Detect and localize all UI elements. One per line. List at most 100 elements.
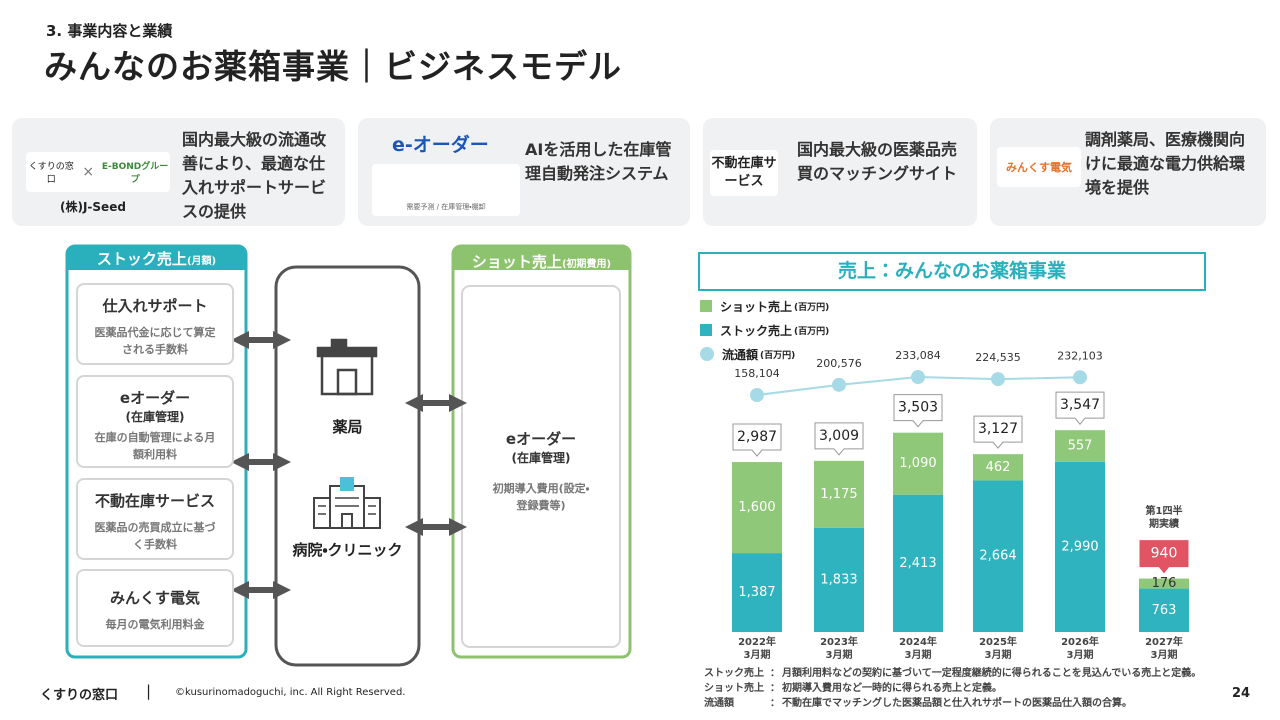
- card: みんくす電気 調剤薬局、医療機関向けに最適な電力供給環境を提供: [990, 118, 1266, 226]
- stock-title: ストック売上(月額): [67, 248, 246, 269]
- item-desc: 医薬品代金に応じて算定される手数料: [94, 326, 216, 356]
- x-tick-label: 2027年3月期: [1145, 637, 1183, 661]
- bar-value-label: 2,664: [979, 549, 1016, 564]
- logo: みんくす電気: [997, 147, 1081, 187]
- slide-title: みんなのお薬箱事業｜ビジネスモデル: [44, 47, 622, 86]
- logo-text: ×: [82, 164, 95, 180]
- item-sub: (在庫管理): [511, 451, 571, 465]
- line-value-label: 224,535: [975, 351, 1021, 364]
- x-tick-label: 2023年3月期: [820, 637, 858, 661]
- line-value-label: 158,104: [734, 367, 780, 380]
- item-desc: 在庫の自動管理による月額利用料: [94, 431, 216, 461]
- bar: [973, 454, 1023, 481]
- bar: [1139, 588, 1189, 632]
- total-callout: [814, 422, 864, 456]
- card: e-オーダー 需要予測 / 在庫管理・棚卸 AIを活用した在庫管理自動発注システ…: [358, 118, 690, 226]
- footnote: 流通額 ：不動在庫でマッチングした医薬品額と仕入れサポートの医薬品仕入額の合算。: [704, 694, 1201, 709]
- stock-title-text: ストック売上: [96, 250, 187, 268]
- bar: [732, 462, 782, 554]
- item-desc: 毎月の電気利用料金: [105, 618, 205, 631]
- bar-value-label: 462: [986, 460, 1011, 475]
- line-value-label: 200,576: [816, 357, 862, 370]
- footnote-label: ストック売上: [704, 668, 764, 679]
- card-text: 調剤薬局、医療機関向けに最適な電力供給環境を提供: [1085, 130, 1246, 197]
- footnote: ストック売上 ：月額利用料などの契約に基づいて一定程度継続的に得られることを見込ん…: [704, 664, 1201, 679]
- total-callout: [973, 415, 1023, 449]
- item-name: eオーダー: [119, 389, 191, 407]
- total-callout: [732, 423, 782, 457]
- shot-item: [461, 285, 621, 648]
- legend-item: ストック売上 (百万円): [700, 318, 829, 342]
- line-point: [991, 372, 1005, 387]
- stock-item: みんくす電気 毎月の電気利用料金: [76, 569, 234, 647]
- page-number: 24: [1232, 686, 1251, 701]
- section-label: 3. 事業内容と業績: [46, 22, 173, 40]
- bar-value-label: 557: [1068, 439, 1093, 454]
- footnote-label: 流通額: [704, 698, 734, 709]
- total-label: 2,987: [737, 429, 777, 445]
- footnote-text: 月額利用料などの契約に基づいて一定程度継続的に得られることを見込んでいる売上と定…: [782, 668, 1202, 679]
- item-name: みんくす電気: [109, 589, 200, 607]
- bar: [814, 527, 864, 632]
- logo: くすりの窓口 × E-BONDグループ: [26, 152, 170, 192]
- bar-value-label: 2,413: [899, 556, 936, 571]
- legend-swatch: [700, 347, 714, 361]
- legend-swatch: [700, 300, 712, 312]
- total-callout: [893, 394, 943, 428]
- bar-value-label: 176: [1152, 576, 1177, 591]
- line-point: [911, 370, 925, 385]
- legend-label: ストック売上: [720, 323, 793, 338]
- bar: [893, 494, 943, 632]
- legend-label: 流通額: [722, 347, 759, 362]
- footnotes: ストック売上 ：月額利用料などの契約に基づいて一定程度継続的に得られることを見込ん…: [704, 664, 1201, 709]
- card: くすりの窓口 × E-BONDグループ (株)J-Seed 国内最大級の流通改善…: [12, 118, 345, 226]
- card-text: AIを活用した在庫管理自動発注システム: [525, 140, 672, 183]
- line-value-label: 233,084: [895, 349, 941, 362]
- legend-unit: (百万円): [760, 350, 796, 361]
- x-tick-label: 2022年3月期: [738, 637, 776, 661]
- bar-value-label: 763: [1152, 603, 1177, 618]
- legend-unit: (百万円): [794, 326, 830, 337]
- total-callout: [1055, 391, 1105, 425]
- footnote-text: 初期導入費用など一時的に得られる売上と定義。: [782, 683, 1002, 694]
- total-label: 3,547: [1060, 397, 1100, 413]
- logo-caption: (株)J-Seed: [60, 200, 126, 214]
- arrows: [231, 331, 467, 599]
- card: 不動在庫サービス 国内最大級の医薬品売買のマッチングサイト: [703, 118, 977, 226]
- shot-title-note: (初期費用): [561, 259, 612, 270]
- bar-value-label: 1,175: [820, 487, 857, 502]
- logo-text: E-BONDグループ: [101, 162, 169, 185]
- screenshot: 需要予測 / 在庫管理・棚卸: [372, 164, 520, 216]
- bar: [814, 460, 864, 528]
- bar: [893, 432, 943, 495]
- legend-unit: (百万円): [794, 302, 830, 313]
- x-tick-label: 2026年3月期: [1061, 637, 1099, 661]
- legend: ショット売上 (百万円) ストック売上 (百万円) 流通額 (百万円): [700, 294, 829, 366]
- stock-item: 不動在庫サービス 医薬品の売買成立に基づく手数料: [76, 478, 234, 560]
- stock-title-note: (月額): [186, 256, 217, 267]
- line-point: [1073, 370, 1087, 385]
- annotation: 第1四半期実績: [1145, 506, 1183, 530]
- chart-title: 売上：みんなのお薬箱事業: [698, 252, 1206, 291]
- logo-text: 不動在庫サービス: [711, 156, 777, 189]
- legend-label: ショット売上: [720, 299, 793, 314]
- x-tick-label: 2024年3月期: [899, 637, 937, 661]
- center-label: 病院・クリニック: [292, 541, 403, 559]
- stock-item: 仕入れサポート 医薬品代金に応じて算定される手数料: [76, 283, 234, 365]
- shot-header: [453, 246, 630, 270]
- card-text: 国内最大級の医薬品売買のマッチングサイト: [797, 140, 958, 183]
- legend-item: ショット売上 (百万円): [700, 294, 829, 318]
- bar-value-label: 1,600: [738, 500, 775, 515]
- total-label: 940: [1151, 546, 1178, 562]
- bar: [1055, 461, 1105, 632]
- logo-text: e-オーダー: [392, 134, 489, 156]
- total-label: 3,503: [898, 400, 938, 416]
- footnote-sep: ：: [770, 683, 780, 694]
- stock-header: [67, 246, 246, 270]
- center-label: 薬局: [332, 418, 363, 436]
- pharmacy-icon: [316, 338, 378, 396]
- shot-title: ショット売上(初期費用): [453, 251, 630, 272]
- footer-divider: |: [146, 682, 152, 700]
